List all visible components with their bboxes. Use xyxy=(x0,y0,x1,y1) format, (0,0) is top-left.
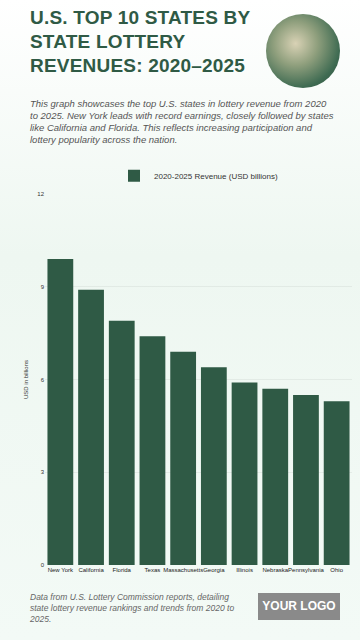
svg-text:Pennsylvania: Pennsylvania xyxy=(288,567,324,573)
svg-text:2020-2025 Revenue (USD billion: 2020-2025 Revenue (USD billions) xyxy=(154,172,278,181)
html-text:This graph showcases the top U: This graph showcases the top U.S. states… xyxy=(30,98,334,145)
html-text:U.S. TOP 10 STATES BY STATE LO: U.S. TOP 10 STATES BY STATE LOTTERY REVE… xyxy=(30,7,250,76)
html-text:YOUR LOGO: YOUR LOGO xyxy=(262,599,336,613)
svg-text:Nebraska: Nebraska xyxy=(262,567,288,573)
svg-text:Texas: Texas xyxy=(145,567,161,573)
svg-text:Illinois: Illinois xyxy=(236,567,253,573)
svg-text:Georgia: Georgia xyxy=(203,567,225,573)
svg-text:Ohio: Ohio xyxy=(330,567,343,573)
svg-text:New York: New York xyxy=(48,567,74,573)
svg-text:California: California xyxy=(78,567,104,573)
svg-text:Florida: Florida xyxy=(113,567,132,573)
svg-text:USD in billions: USD in billions xyxy=(23,360,29,399)
svg-text:12: 12 xyxy=(37,191,44,197)
svg-text:Massachusetts: Massachusetts xyxy=(163,567,203,573)
svg-text:6: 6 xyxy=(41,377,45,383)
svg-text:0: 0 xyxy=(41,562,45,568)
html-text:Data from U.S. Lottery Commiss: Data from U.S. Lottery Commission report… xyxy=(30,592,235,624)
svg-text:3: 3 xyxy=(41,469,45,475)
svg-text:9: 9 xyxy=(41,284,45,290)
